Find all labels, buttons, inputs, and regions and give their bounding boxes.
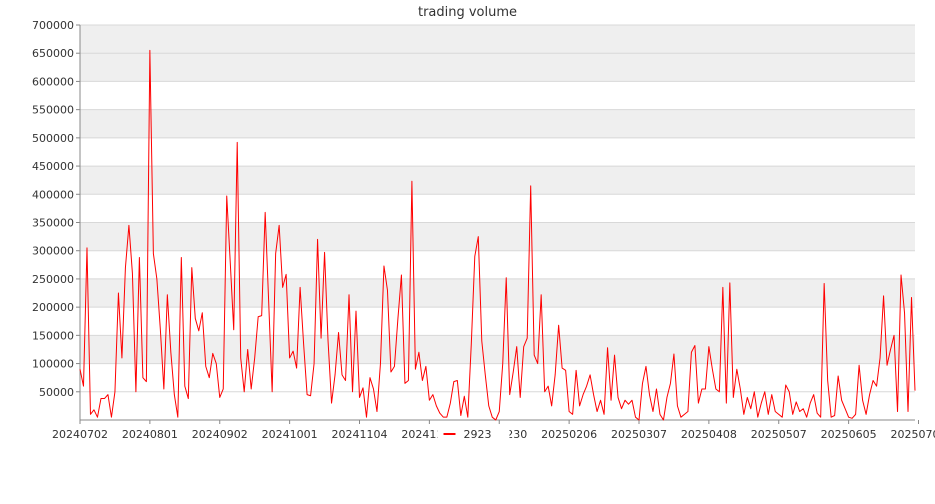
legend: 2923	[437, 426, 510, 442]
grid-band	[80, 278, 915, 308]
y-tick-label: 150000	[32, 329, 74, 342]
y-tick-label: 400000	[32, 188, 74, 201]
x-tick-label: 20250704	[890, 428, 935, 441]
y-tick-label: 600000	[32, 75, 74, 88]
x-tick-label: 20241001	[262, 428, 318, 441]
y-tick-label: 650000	[32, 47, 74, 60]
grid-band	[80, 109, 915, 138]
x-tick-label: 20250605	[821, 428, 877, 441]
grid-band	[80, 53, 915, 82]
x-tick-label: 20250307	[611, 428, 667, 441]
y-tick-label: 50000	[39, 386, 74, 399]
x-tick-label: 20250408	[681, 428, 737, 441]
x-tick-label: 20250206	[541, 428, 597, 441]
legend-box	[437, 426, 510, 442]
x-tick-label: 20240902	[192, 428, 248, 441]
grid-band	[80, 222, 915, 251]
grid-band	[80, 166, 915, 195]
y-tick-label: 200000	[32, 301, 74, 314]
y-tick-label: 450000	[32, 160, 74, 173]
y-tick-label: 700000	[32, 19, 74, 32]
y-tick-label: 100000	[32, 358, 74, 371]
legend-label: 2923	[464, 428, 492, 441]
grid-band	[80, 25, 915, 54]
series-line-2923	[79, 49, 916, 421]
x-tick-label: 20250507	[751, 428, 807, 441]
chart-title: trading volume	[418, 5, 517, 20]
x-tick-label: 20240801	[122, 428, 178, 441]
grid-band	[80, 335, 915, 364]
y-tick-label: 500000	[32, 132, 74, 145]
y-tick-label: 350000	[32, 217, 74, 230]
x-tick-label: 20241104	[331, 428, 387, 441]
x-tick-label: 20240702	[52, 428, 108, 441]
y-tick-label: 550000	[32, 104, 74, 117]
y-tick-label: 250000	[32, 273, 74, 286]
y-tick-label: 300000	[32, 245, 74, 258]
